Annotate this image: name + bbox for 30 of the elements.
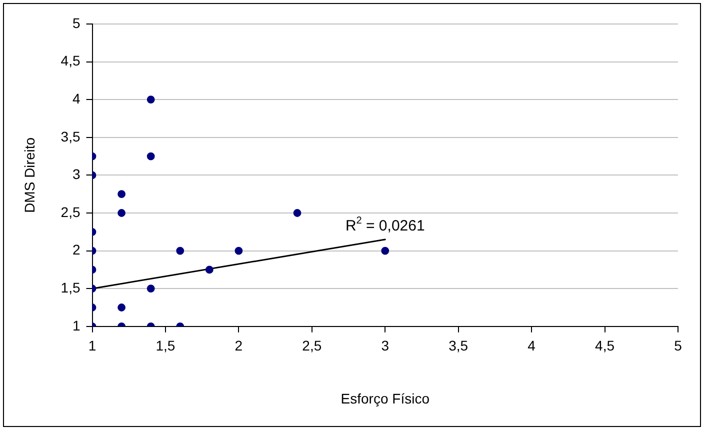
y-axis-title: DMS Direito <box>21 137 38 213</box>
point <box>176 246 184 255</box>
y-tick-label: 4 <box>72 90 80 106</box>
point <box>118 190 126 198</box>
x-tick-label: 3 <box>381 338 390 354</box>
point <box>146 96 155 104</box>
y-tick-label: 1,5 <box>60 279 80 296</box>
y-tick-label: 3,5 <box>60 128 80 144</box>
point <box>234 246 243 255</box>
point <box>205 266 214 274</box>
y-tick-label: 2 <box>72 242 80 258</box>
x-tick-label: 2 <box>234 338 243 354</box>
x-tick-label: 1,5 <box>156 338 176 354</box>
y-tick-label: 4,5 <box>60 52 80 69</box>
point <box>146 152 155 160</box>
point <box>118 304 126 312</box>
y-tick-label: 3 <box>72 166 80 182</box>
point <box>146 284 155 293</box>
x-tick-label: 5 <box>674 338 682 354</box>
y-tick-label: 5 <box>72 14 80 31</box>
y-tick-label: 2,5 <box>60 204 80 220</box>
x-tick-label: 3,5 <box>448 338 468 354</box>
point <box>118 209 126 217</box>
y-tick-label: 1 <box>72 317 80 334</box>
x-tick-label: 1 <box>88 338 96 354</box>
x-tick-label: 2,5 <box>302 338 322 354</box>
x-tick-label: 4 <box>528 338 536 354</box>
x-tick-label: 4,5 <box>595 338 615 354</box>
point <box>293 209 302 217</box>
x-axis-title: Esforço Físico <box>340 390 430 406</box>
